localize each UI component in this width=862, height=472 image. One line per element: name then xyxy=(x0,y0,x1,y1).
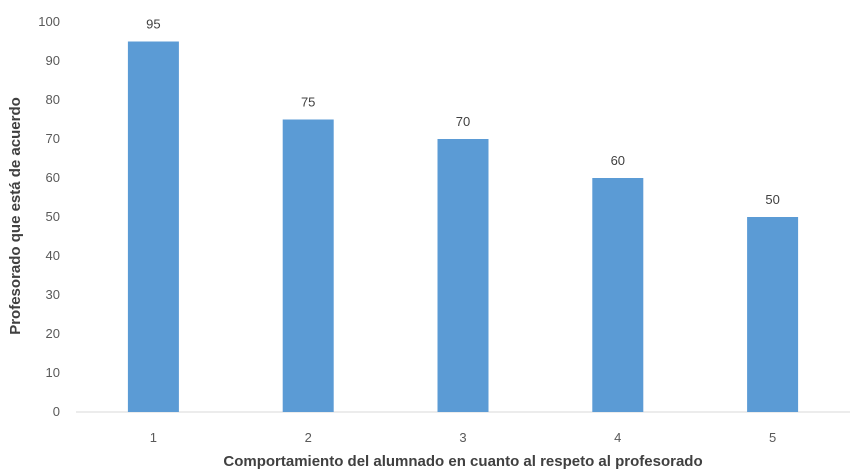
y-tick-label: 100 xyxy=(38,14,60,29)
x-tick-label: 1 xyxy=(150,430,157,445)
bar xyxy=(437,139,489,412)
y-tick-label: 90 xyxy=(46,53,60,68)
bar-data-label: 70 xyxy=(456,114,470,129)
y-tick-label: 20 xyxy=(46,326,60,341)
y-tick-label: 30 xyxy=(46,287,60,302)
x-tick-label: 4 xyxy=(614,430,621,445)
bar xyxy=(127,41,179,412)
bar xyxy=(747,217,799,412)
bars-group: 95 75 70 60 50 xyxy=(127,17,799,412)
bar-data-label: 75 xyxy=(301,95,315,110)
x-tick-label: 2 xyxy=(305,430,312,445)
bar xyxy=(592,178,644,412)
y-tick-label: 70 xyxy=(46,131,60,146)
bar-data-label: 95 xyxy=(146,17,160,32)
y-tick-label: 40 xyxy=(46,248,60,263)
y-tick-label: 10 xyxy=(46,365,60,380)
bar-data-label: 60 xyxy=(611,153,625,168)
y-tick-label: 60 xyxy=(46,170,60,185)
x-axis-ticks: 1 2 3 4 5 xyxy=(150,430,776,445)
y-tick-label: 0 xyxy=(53,404,60,419)
y-axis-title: Profesorado que está de acuerdo xyxy=(7,97,24,335)
x-tick-label: 3 xyxy=(459,430,466,445)
y-tick-label: 50 xyxy=(46,209,60,224)
x-axis-title: Comportamiento del alumnado en cuanto al… xyxy=(223,453,702,470)
y-axis-ticks: 0 10 20 30 40 50 60 70 80 90 100 xyxy=(38,14,60,419)
bar xyxy=(282,119,334,412)
x-tick-label: 5 xyxy=(769,430,776,445)
y-tick-label: 80 xyxy=(46,92,60,107)
bar-data-label: 50 xyxy=(765,192,779,207)
